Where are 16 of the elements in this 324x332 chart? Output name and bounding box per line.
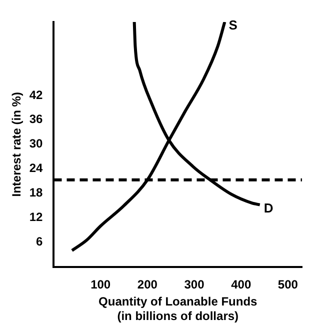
x-tick-label: 100 bbox=[90, 277, 111, 292]
y-tick-label: 6 bbox=[36, 234, 44, 249]
annotation: S bbox=[228, 18, 238, 33]
x-axis-title: Quantity of Loanable Funds (in billions of dollars) bbox=[98, 294, 258, 324]
x-tick-label: 400 bbox=[231, 277, 252, 292]
y-tick-label: 12 bbox=[29, 210, 44, 224]
x-tick-label: 200 bbox=[137, 277, 158, 292]
x-tick-label: 500 bbox=[278, 277, 298, 292]
y-tick-label: 24 bbox=[29, 161, 44, 176]
y-tick-label: 36 bbox=[29, 112, 44, 126]
y-tick-label: 42 bbox=[29, 88, 44, 102]
y-tick-label: 18 bbox=[29, 186, 44, 200]
y-tick-label: 30 bbox=[29, 136, 44, 151]
y-axis-title: Interest rate (in %) bbox=[10, 92, 24, 197]
annotation: D bbox=[264, 200, 274, 216]
x-tick-label: 300 bbox=[184, 277, 205, 292]
